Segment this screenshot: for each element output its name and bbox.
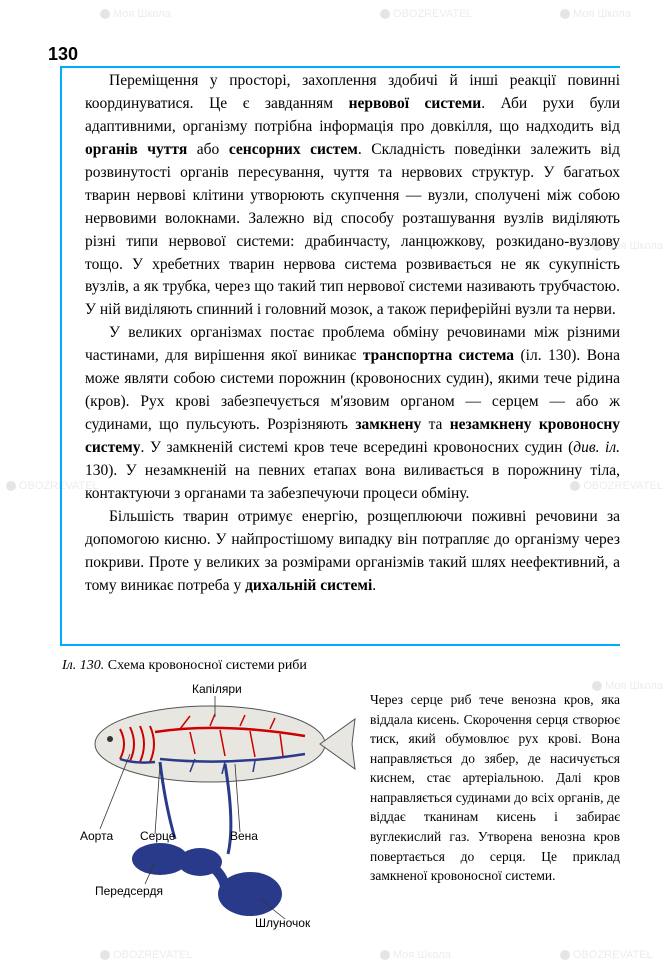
watermark: Моя Школа [380,949,451,961]
watermark: Моя Школа [560,8,631,20]
watermark: OBOZREVATEL [380,8,473,20]
fish-diagram: Капіляри Аорта Серце Передсердя Вена Шлу… [60,684,360,954]
figure-caption: Іл. 130. Схема кровоносної системи риби [62,658,307,674]
paragraph-3: Більшість тварин отримує енергію, розщеп… [85,506,620,598]
watermark: Моя Школа [100,8,171,20]
label-aorta: Аорта [80,829,113,843]
side-text-block: Через серце риб тече венозна кров, яка в… [370,690,620,886]
label-capillaries: Капіляри [192,682,242,696]
page-number: 130 [48,44,78,65]
paragraph-1: Переміщення у просторі, захоплення здоби… [85,70,620,322]
label-atrium: Передсердя [95,884,163,898]
label-ventricle: Шлуночок [255,916,310,930]
paragraph-2: У великих організмах постає проблема обм… [85,322,620,506]
watermark: OBOZREVATEL [560,949,653,961]
label-vein: Вена [230,829,258,843]
label-heart: Серце [140,829,175,843]
main-text-block: Переміщення у просторі, захоплення здоби… [85,70,620,598]
